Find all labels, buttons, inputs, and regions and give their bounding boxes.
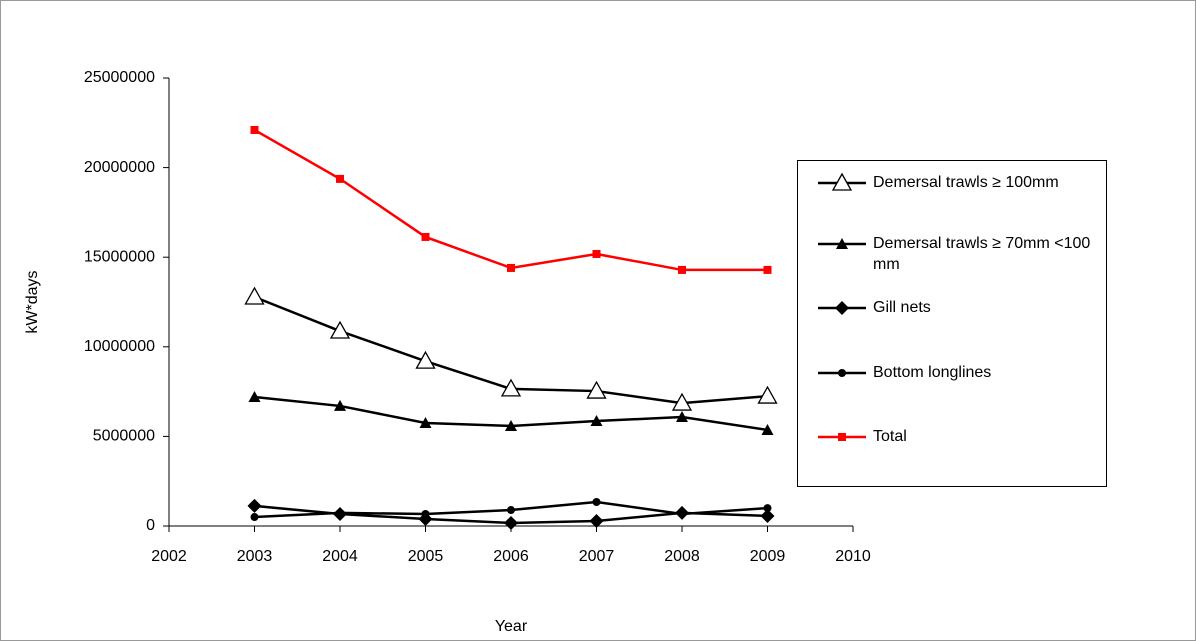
y-tick-label: 5000000 xyxy=(93,428,155,445)
marker xyxy=(250,125,259,134)
marker xyxy=(336,174,344,183)
marker xyxy=(763,504,772,513)
legend-label: Demersal trawls ≥ 70mm <100 mm xyxy=(873,235,1090,273)
x-tick-label: 2008 xyxy=(664,548,700,565)
marker xyxy=(421,509,430,518)
marker xyxy=(421,232,430,241)
marker xyxy=(329,320,351,339)
marker xyxy=(590,414,603,426)
y-tick-label: 20000000 xyxy=(84,159,155,176)
marker xyxy=(589,513,604,528)
x-tick-label: 2010 xyxy=(835,548,871,565)
marker xyxy=(336,508,344,517)
legend-label: Total xyxy=(873,428,907,445)
marker xyxy=(838,433,846,441)
legend-label: Bottom longlines xyxy=(873,364,991,381)
marker xyxy=(676,411,688,423)
marker xyxy=(831,172,853,191)
x-tick-label: 2006 xyxy=(493,548,529,565)
legend-item: Demersal trawls ≥ 70mm <100 mm xyxy=(818,235,1090,273)
legend-box xyxy=(797,160,1107,487)
marker xyxy=(671,392,693,411)
marker xyxy=(419,416,432,428)
marker xyxy=(247,498,262,513)
x-tick-label: 2007 xyxy=(579,548,615,565)
marker xyxy=(334,399,346,411)
legend-label-line: mm xyxy=(873,256,900,273)
marker xyxy=(500,378,522,397)
marker xyxy=(835,301,849,315)
marker xyxy=(592,249,601,258)
marker xyxy=(505,420,517,432)
x-tick-label: 2005 xyxy=(408,548,444,565)
marker xyxy=(248,390,261,402)
marker xyxy=(678,509,686,518)
y-tick-label: 15000000 xyxy=(84,248,155,265)
marker xyxy=(250,513,259,522)
legend-item: Gill nets xyxy=(818,299,931,316)
legend-label-line: Demersal trawls ≥ 70mm <100 xyxy=(873,235,1090,252)
legend-item: Bottom longlines xyxy=(818,364,991,381)
marker xyxy=(838,369,846,377)
marker xyxy=(761,423,774,435)
x-tick-label: 2002 xyxy=(151,548,187,565)
legend-item: Demersal trawls ≥ 100mm xyxy=(818,172,1059,191)
y-tick-label: 10000000 xyxy=(84,338,155,355)
marker xyxy=(757,385,778,404)
marker xyxy=(415,350,436,369)
marker xyxy=(763,265,772,274)
y-tick-label: 25000000 xyxy=(84,69,155,86)
x-tick-label: 2004 xyxy=(322,548,358,565)
marker xyxy=(586,380,607,399)
marker xyxy=(836,238,848,249)
marker xyxy=(507,263,515,272)
x-axis-label: Year xyxy=(495,618,528,635)
x-tick-label: 2003 xyxy=(237,548,273,565)
marker xyxy=(592,497,601,506)
legend-item: Total xyxy=(818,428,907,445)
y-axis-label: kW*days xyxy=(24,270,41,333)
marker xyxy=(760,508,775,523)
marker xyxy=(507,506,515,515)
legend-label: Gill nets xyxy=(873,299,931,316)
x-tick-label: 2009 xyxy=(750,548,786,565)
marker xyxy=(678,265,686,274)
y-tick-label: 0 xyxy=(146,517,155,534)
marker xyxy=(504,515,518,530)
marker xyxy=(244,286,265,305)
legend-label: Demersal trawls ≥ 100mm xyxy=(873,174,1059,191)
